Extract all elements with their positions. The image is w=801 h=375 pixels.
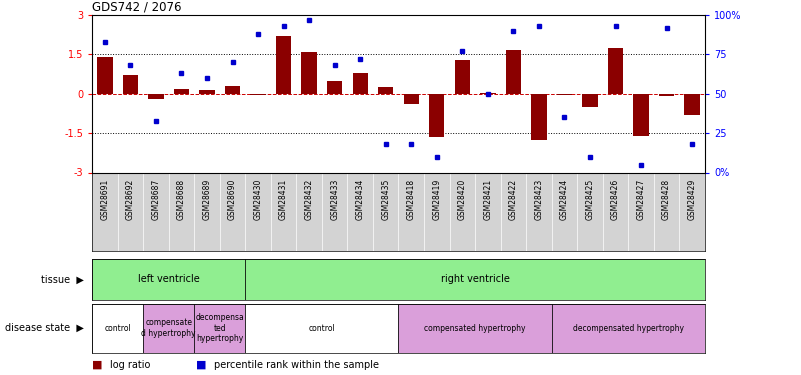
Text: GSM28428: GSM28428 xyxy=(662,179,671,220)
Text: GSM28425: GSM28425 xyxy=(586,179,594,220)
Bar xyxy=(505,51,521,94)
Text: GSM28421: GSM28421 xyxy=(483,179,493,220)
Text: GSM28434: GSM28434 xyxy=(356,179,364,220)
Text: GSM28430: GSM28430 xyxy=(254,179,263,220)
Text: GSM28419: GSM28419 xyxy=(433,179,441,220)
Text: percentile rank within the sample: percentile rank within the sample xyxy=(214,360,379,369)
Bar xyxy=(557,94,572,95)
Bar xyxy=(276,36,292,94)
Text: right ventricle: right ventricle xyxy=(441,274,509,284)
Bar xyxy=(404,94,419,104)
Bar xyxy=(225,86,240,94)
Bar xyxy=(634,94,649,136)
Text: GDS742 / 2076: GDS742 / 2076 xyxy=(92,1,182,14)
Text: GSM28420: GSM28420 xyxy=(458,179,467,220)
Text: decompensa
ted
hypertrophy: decompensa ted hypertrophy xyxy=(195,313,244,343)
Text: GSM28691: GSM28691 xyxy=(100,179,110,220)
Bar xyxy=(143,304,195,352)
Bar xyxy=(399,304,552,352)
Text: GSM28432: GSM28432 xyxy=(304,179,314,220)
Text: control: control xyxy=(308,324,336,333)
Bar xyxy=(195,304,245,352)
Bar xyxy=(352,73,368,94)
Text: GSM28423: GSM28423 xyxy=(534,179,543,220)
Bar xyxy=(301,52,317,94)
Bar xyxy=(429,94,445,137)
Text: control: control xyxy=(104,324,131,333)
Bar xyxy=(455,60,470,94)
Text: GSM28690: GSM28690 xyxy=(228,179,237,220)
Text: GSM28422: GSM28422 xyxy=(509,179,518,220)
Bar xyxy=(92,259,245,300)
Bar xyxy=(684,94,700,115)
Bar xyxy=(199,90,215,94)
Bar xyxy=(245,259,705,300)
Text: GSM28418: GSM28418 xyxy=(407,179,416,220)
Bar xyxy=(378,87,393,94)
Bar xyxy=(97,57,113,94)
Bar xyxy=(92,304,143,352)
Text: left ventricle: left ventricle xyxy=(138,274,199,284)
Bar xyxy=(148,94,163,99)
Bar xyxy=(481,93,496,94)
Text: ■: ■ xyxy=(196,360,207,369)
Bar xyxy=(251,94,266,95)
Text: log ratio: log ratio xyxy=(110,360,150,369)
Text: GSM28688: GSM28688 xyxy=(177,179,186,220)
Bar xyxy=(582,94,598,107)
Text: ■: ■ xyxy=(92,360,103,369)
Text: tissue  ▶: tissue ▶ xyxy=(41,274,84,284)
Text: GSM28692: GSM28692 xyxy=(126,179,135,220)
Bar xyxy=(123,75,138,94)
Bar xyxy=(327,81,342,94)
Text: GSM28424: GSM28424 xyxy=(560,179,569,220)
Text: GSM28435: GSM28435 xyxy=(381,179,390,220)
Bar xyxy=(659,94,674,96)
Bar xyxy=(174,88,189,94)
Text: disease state  ▶: disease state ▶ xyxy=(6,323,84,333)
Text: GSM28427: GSM28427 xyxy=(637,179,646,220)
Text: compensated hypertrophy: compensated hypertrophy xyxy=(425,324,525,333)
Text: compensate
d hypertrophy: compensate d hypertrophy xyxy=(142,318,196,338)
Bar xyxy=(552,304,705,352)
Text: decompensated hypertrophy: decompensated hypertrophy xyxy=(573,324,684,333)
Text: GSM28431: GSM28431 xyxy=(279,179,288,220)
Text: GSM28689: GSM28689 xyxy=(203,179,211,220)
Text: GSM28429: GSM28429 xyxy=(687,179,697,220)
Bar xyxy=(608,48,623,94)
Text: GSM28433: GSM28433 xyxy=(330,179,339,220)
Text: GSM28687: GSM28687 xyxy=(151,179,160,220)
Bar xyxy=(531,94,546,140)
Text: GSM28426: GSM28426 xyxy=(611,179,620,220)
Bar xyxy=(245,304,399,352)
